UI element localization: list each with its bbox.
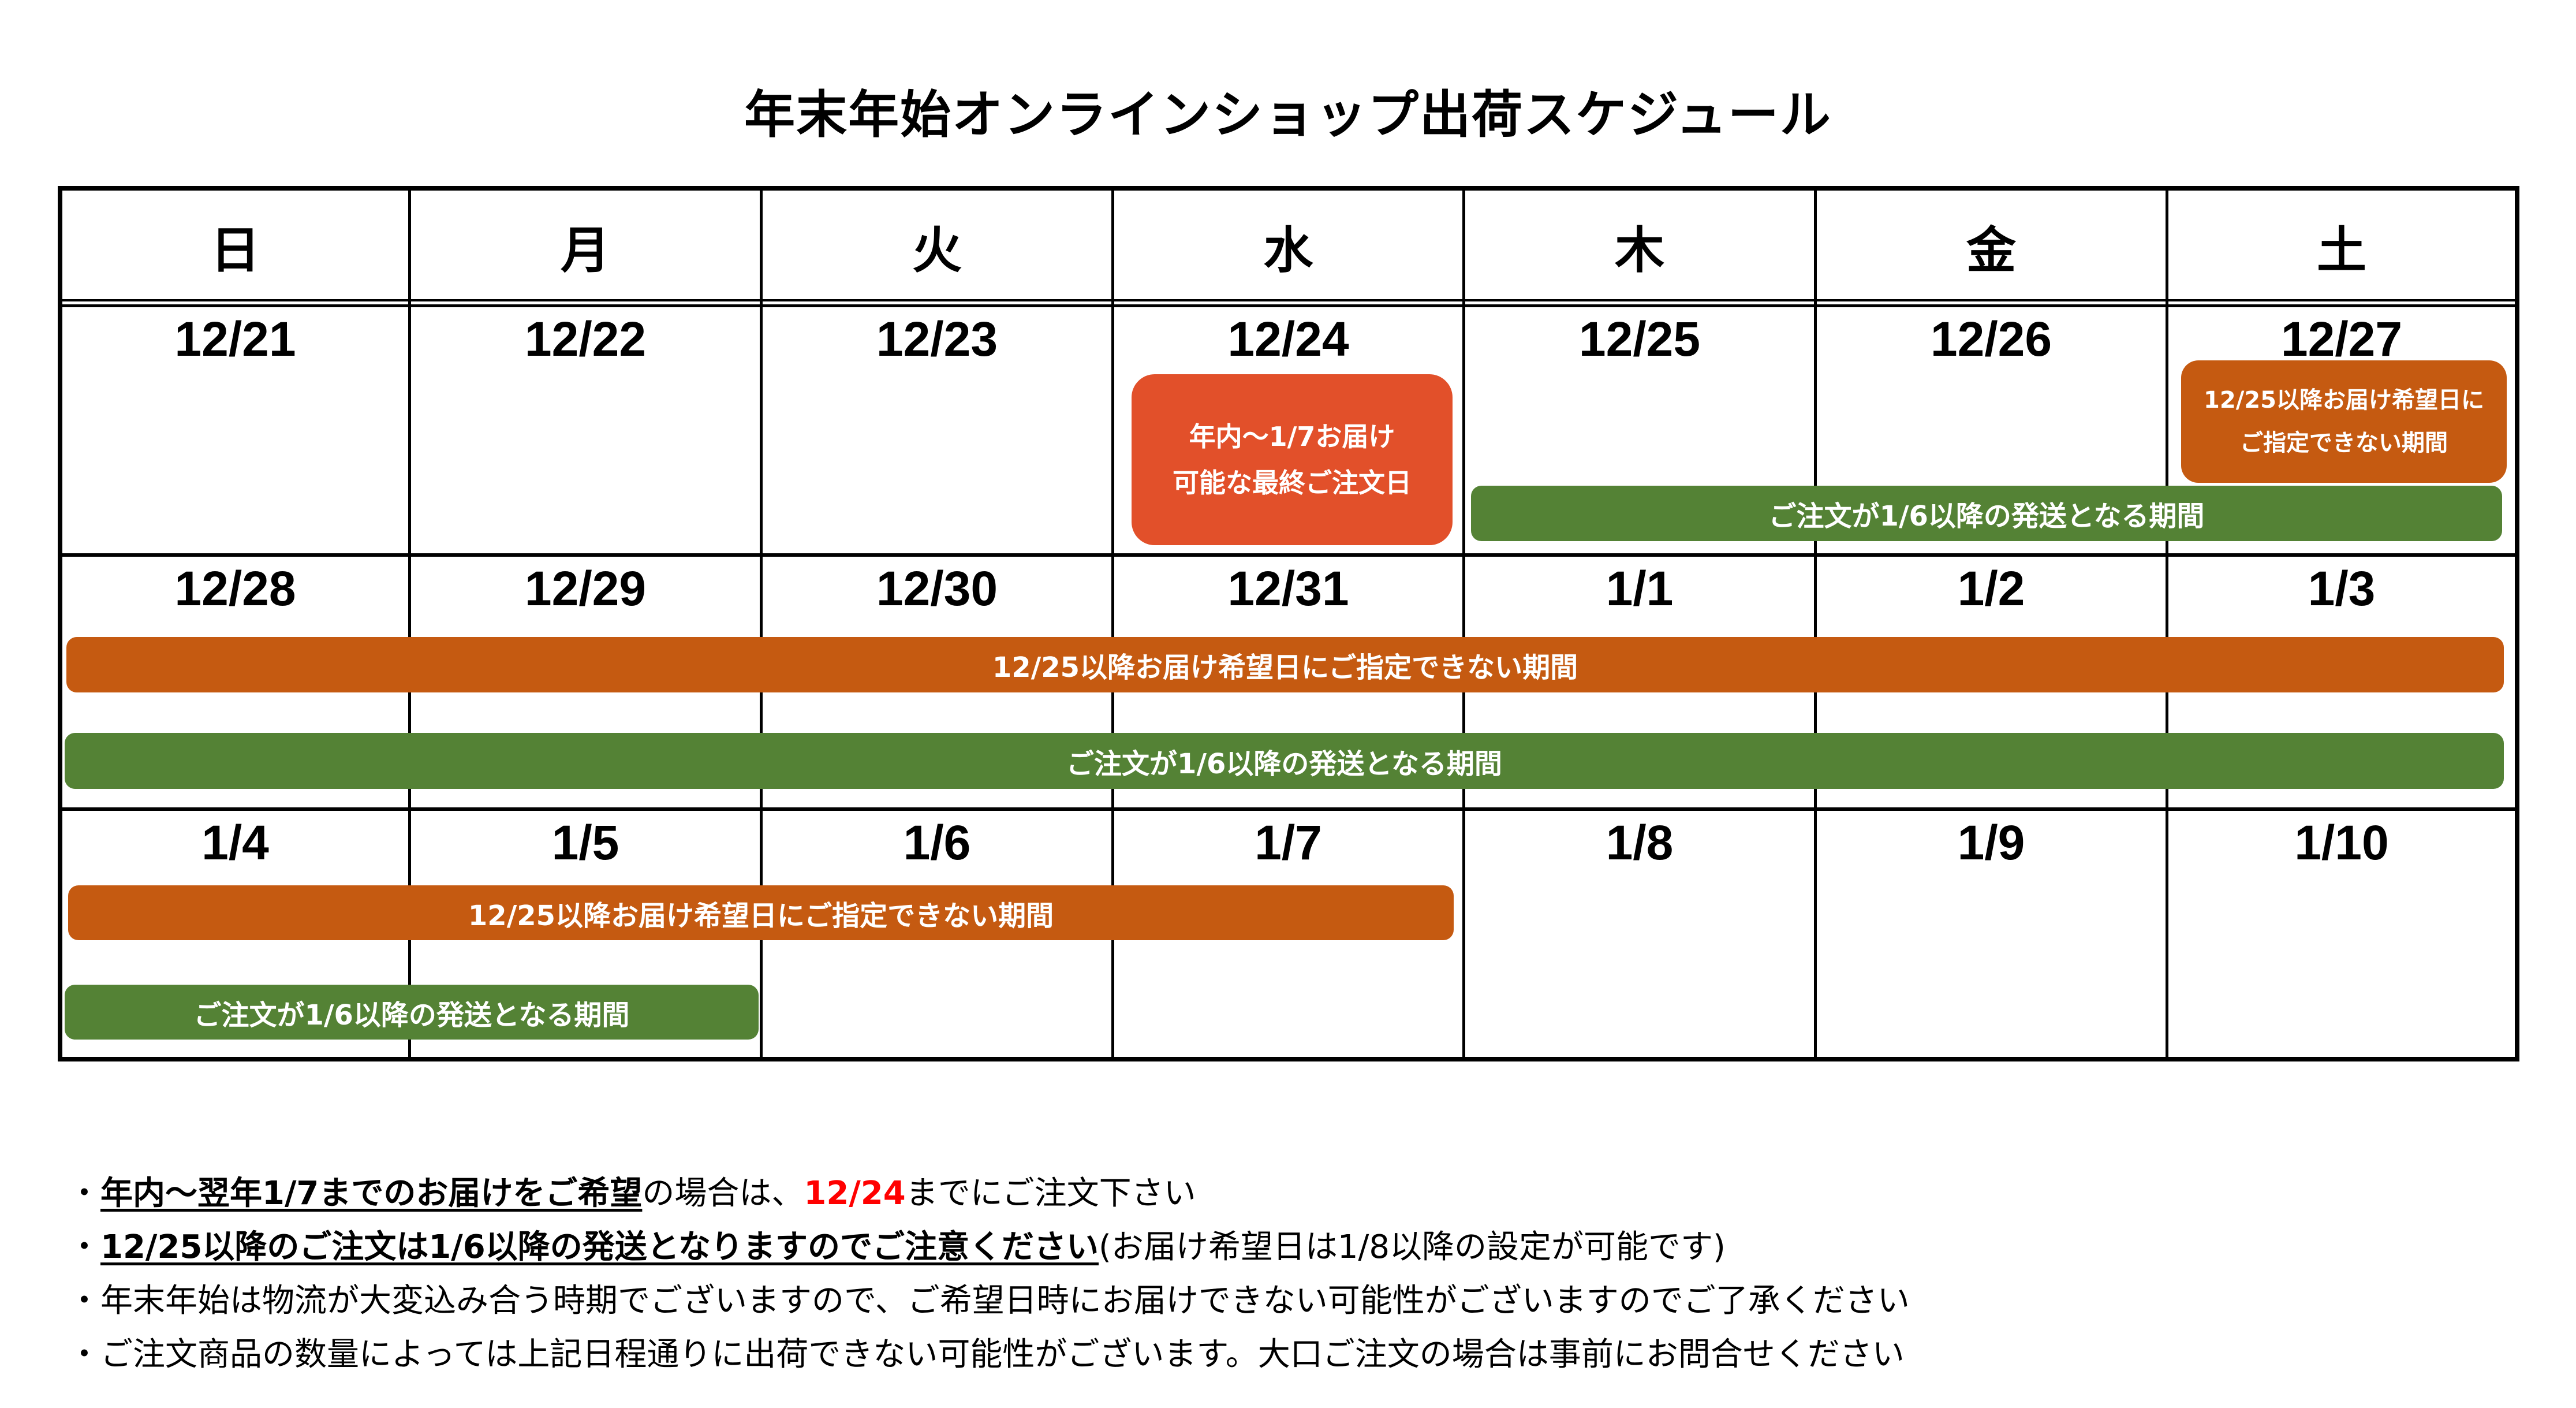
table-border-bottom	[58, 1057, 2519, 1061]
date-cell: 12/28	[174, 561, 296, 616]
note-text: の場合は、	[642, 1175, 804, 1212]
bullet: ・	[68, 1228, 100, 1266]
note-item: ・12/25以降のご注文は1/6以降の発送となりますのでご注意ください(お届け希…	[68, 1220, 1910, 1274]
deadline-date: 12/24	[804, 1175, 906, 1212]
col-divider	[408, 186, 411, 1061]
weekday-sat: 土	[2317, 221, 2366, 280]
date-cell: 1/7	[1255, 815, 1322, 870]
date-cell: 12/22	[524, 311, 647, 366]
note-item: ・ご注文商品の数量によっては上記日程通りに出荷できない可能性がございます。大口ご…	[68, 1328, 1910, 1381]
note-text: ご注文商品の数量によっては上記日程通りに出荷できない可能性がございます。大口ご注…	[100, 1336, 1905, 1373]
last-order-day-badge: 年内～1/7お届け 可能な最終ご注文日	[1132, 374, 1453, 545]
date-cell: 1/4	[201, 815, 269, 870]
note-text: (お届け希望日は1/8以降の設定が可能です)	[1099, 1228, 1726, 1266]
weekday-fri: 金	[1966, 221, 2016, 280]
date-cell: 12/24	[1227, 311, 1349, 366]
col-divider	[760, 186, 763, 1061]
last-order-line2: 可能な最終ご注文日	[1173, 467, 1412, 498]
weekday-sun: 日	[210, 221, 260, 280]
date-cell: 1/9	[1957, 815, 2025, 870]
date-cell: 1/3	[2308, 561, 2376, 616]
ship-after-bar-week2: ご注文が1/6以降の発送となる期間	[65, 733, 2504, 789]
date-cell: 1/10	[2294, 815, 2389, 870]
weekday-tue: 火	[912, 221, 962, 280]
note-item: ・年末年始は物流が大変込み合う時期でございますので、ご希望日時にお届けできない可…	[68, 1274, 1910, 1328]
col-divider	[2166, 186, 2168, 1061]
bullet: ・	[68, 1336, 100, 1373]
no-delivery-date-bar-week2: 12/25以降お届け希望日にご指定できない期間	[66, 637, 2504, 692]
header-divider	[58, 299, 2519, 301]
date-cell: 1/6	[903, 815, 971, 870]
date-cell: 1/8	[1606, 815, 1674, 870]
last-order-line1: 年内～1/7お届け	[1189, 421, 1395, 452]
note-text: 年末年始は物流が大変込み合う時期でございますので、ご希望日時にお届けできない可能…	[100, 1282, 1910, 1320]
date-cell: 12/29	[524, 561, 647, 616]
notes-list: ・年内～翌年1/7までのお届けをご希望の場合は、12/24までにご注文下さい ・…	[68, 1167, 1910, 1381]
bullet: ・	[68, 1282, 100, 1320]
note-text: までにご注文下さい	[905, 1175, 1196, 1212]
ship-after-bar-week3: ご注文が1/6以降の発送となる期間	[65, 985, 759, 1040]
date-cell: 12/27	[2280, 311, 2403, 366]
no-delivery-date-bar-week3: 12/25以降お届け希望日にご指定できない期間	[68, 885, 1454, 940]
date-cell: 1/2	[1957, 561, 2025, 616]
date-cell: 12/26	[1930, 311, 2052, 366]
date-cell: 12/30	[876, 561, 998, 616]
row-divider	[58, 553, 2519, 557]
col-divider	[1111, 186, 1114, 1061]
bullet: ・	[68, 1175, 100, 1212]
ship-after-bar-week1: ご注文が1/6以降の発送となる期間	[1471, 486, 2502, 541]
no-date-line1: 12/25以降お届け希望日に	[2204, 387, 2484, 414]
note-emphasis: 12/25以降のご注文は1/6以降の発送となりますのでご注意ください	[100, 1228, 1099, 1266]
date-cell: 1/1	[1606, 561, 1674, 616]
weekday-wed: 水	[1263, 221, 1313, 280]
weekday-mon: 月	[561, 221, 610, 280]
table-border-top	[58, 186, 2519, 191]
col-divider	[1814, 186, 1817, 1061]
page-title: 年末年始オンラインショップ出荷スケジュール	[744, 85, 1832, 144]
table-border-right	[2515, 186, 2519, 1061]
no-date-line2: ご指定できない期間	[2240, 430, 2448, 456]
date-cell: 12/21	[174, 311, 296, 366]
date-cell: 12/31	[1227, 561, 1349, 616]
date-cell: 1/5	[551, 815, 619, 870]
col-divider	[1462, 186, 1465, 1061]
weekday-thu: 木	[1615, 221, 1664, 280]
header-divider	[58, 304, 2519, 307]
row-divider	[58, 807, 2519, 811]
date-cell: 12/23	[876, 311, 998, 366]
date-cell: 12/25	[1578, 311, 1701, 366]
table-border-left	[58, 186, 62, 1061]
note-item: ・年内～翌年1/7までのお届けをご希望の場合は、12/24までにご注文下さい	[68, 1167, 1910, 1220]
no-delivery-date-badge: 12/25以降お届け希望日に ご指定できない期間	[2181, 360, 2507, 483]
note-emphasis: 年内～翌年1/7までのお届けをご希望	[100, 1175, 643, 1212]
